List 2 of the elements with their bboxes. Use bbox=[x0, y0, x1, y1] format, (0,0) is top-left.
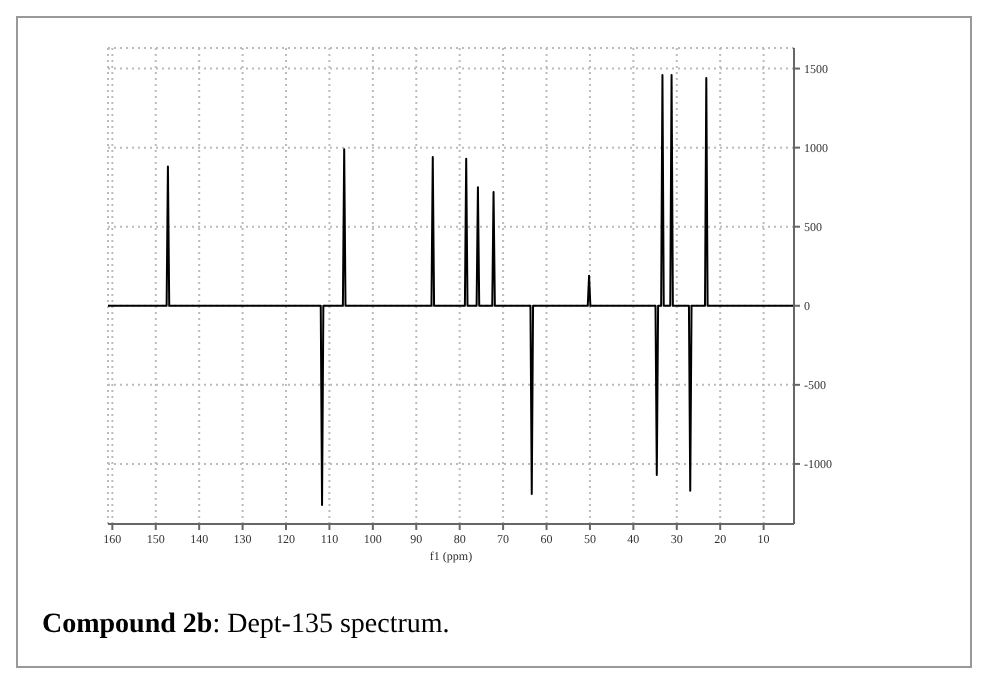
line-series bbox=[108, 73, 794, 507]
text: Compound 2b: Dept-135 spectrum. bbox=[42, 610, 450, 642]
